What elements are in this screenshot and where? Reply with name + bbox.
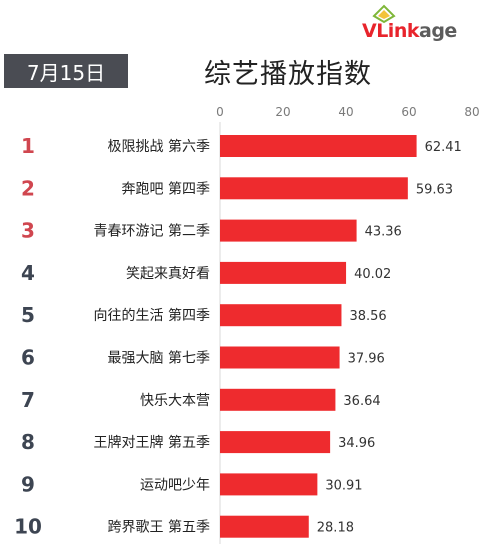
value-label: 43.36: [365, 225, 402, 240]
value-label: 40.02: [354, 267, 391, 282]
bar: [220, 135, 417, 157]
value-label: 37.96: [348, 352, 385, 367]
rank-label: 8: [21, 430, 35, 454]
vlinkage-logo: VLinkage: [352, 4, 476, 44]
x-tick-label: 40: [338, 105, 353, 119]
bar: [220, 515, 309, 538]
logo-mark-icon: [372, 4, 396, 24]
bar-chart: 0 20 40 60 80 1 极限挑战 第六季 62.41 2 奔跑吧 第四季 59.63 3 青春环…: [14, 105, 480, 544]
category-label: 最强大脑 第七季: [108, 350, 210, 367]
chart-title: 综艺播放指数: [204, 59, 372, 90]
bar: [220, 177, 408, 200]
bar: [220, 388, 336, 411]
bar: [220, 431, 331, 454]
category-label: 向往的生活 第四季: [94, 307, 210, 324]
x-tick-label: 20: [275, 105, 290, 119]
date-badge: 7月15日: [4, 54, 128, 88]
value-label: 36.64: [343, 394, 380, 409]
category-label: 王牌对王牌 第五季: [94, 434, 210, 451]
bar: [220, 346, 340, 369]
rank-label: 6: [21, 346, 35, 370]
category-label: 青春环游记 第二季: [94, 223, 210, 240]
bar: [220, 473, 318, 496]
x-tick-label: 80: [464, 105, 479, 119]
bar: [220, 261, 347, 284]
value-label: 59.63: [416, 182, 453, 197]
category-label: 跨界歌王 第五季: [108, 519, 210, 536]
rank-label: 2: [21, 176, 35, 200]
value-label: 34.96: [338, 436, 375, 451]
category-label: 快乐大本营: [140, 393, 210, 409]
bar: [220, 304, 342, 327]
logo-text: VLinkage: [362, 20, 457, 42]
rank-label: 1: [21, 134, 35, 158]
category-label: 奔跑吧 第四季: [122, 180, 210, 197]
value-label: 30.91: [325, 478, 362, 493]
category-label: 运动吧少年: [140, 477, 210, 493]
category-label: 极限挑战 第六季: [108, 138, 210, 155]
rank-label: 7: [21, 388, 35, 412]
rank-label: 4: [21, 261, 35, 285]
rank-label: 9: [21, 472, 35, 496]
rank-label: 3: [21, 219, 35, 243]
x-tick-label: 0: [216, 105, 224, 119]
rank-label: 5: [21, 303, 35, 327]
value-label: 38.56: [349, 309, 386, 324]
bar: [220, 219, 357, 242]
category-label: 笑起来真好看: [126, 266, 210, 282]
x-tick-label: 60: [401, 105, 416, 119]
rank-label: 10: [14, 515, 42, 539]
value-label: 28.18: [317, 521, 354, 536]
value-label: 62.41: [425, 140, 462, 155]
